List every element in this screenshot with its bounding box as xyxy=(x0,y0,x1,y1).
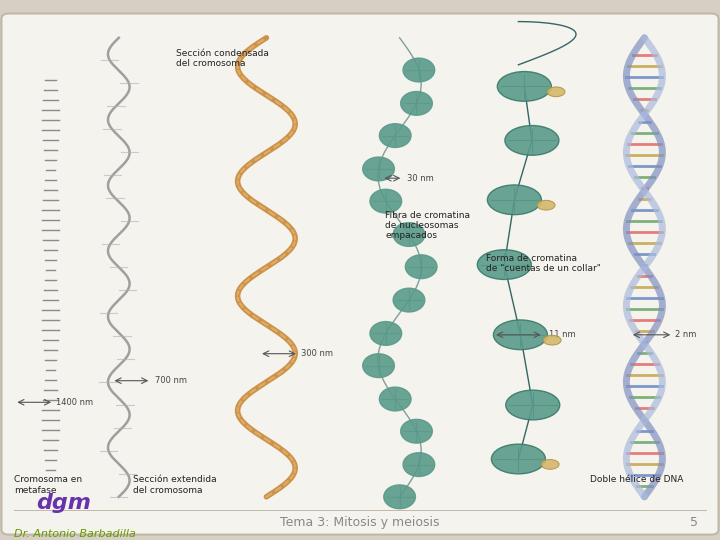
Circle shape xyxy=(370,190,402,213)
Text: Dr. Antonio Barbadilla: Dr. Antonio Barbadilla xyxy=(14,529,136,538)
Circle shape xyxy=(405,255,437,279)
Ellipse shape xyxy=(537,200,555,210)
Text: Doble hélice de DNA: Doble hélice de DNA xyxy=(590,475,684,484)
Circle shape xyxy=(400,420,432,443)
Ellipse shape xyxy=(487,185,541,215)
Ellipse shape xyxy=(547,87,565,97)
Ellipse shape xyxy=(477,249,531,280)
Circle shape xyxy=(363,354,395,377)
Circle shape xyxy=(393,288,425,312)
Circle shape xyxy=(403,453,435,476)
Text: 30 nm: 30 nm xyxy=(407,174,433,183)
Circle shape xyxy=(363,157,395,181)
Text: 11 nm: 11 nm xyxy=(549,330,575,339)
Text: Cromosoma en
metafase: Cromosoma en metafase xyxy=(14,475,83,495)
Circle shape xyxy=(400,91,432,115)
Text: 5: 5 xyxy=(690,516,698,529)
Text: Tema 3: Mitosis y meiosis: Tema 3: Mitosis y meiosis xyxy=(280,516,440,529)
Ellipse shape xyxy=(543,335,561,345)
Text: Fibra de cromatina
de nucleosomas
empacados: Fibra de cromatina de nucleosomas empaca… xyxy=(385,211,470,240)
Text: 700 nm: 700 nm xyxy=(155,376,186,385)
Text: 300 nm: 300 nm xyxy=(301,349,333,358)
Text: Forma de cromatina
de "cuentas de un collar": Forma de cromatina de "cuentas de un col… xyxy=(486,254,601,273)
Ellipse shape xyxy=(493,320,547,350)
Text: Sección extendida
del cromosoma: Sección extendida del cromosoma xyxy=(133,475,217,495)
Text: 2 nm: 2 nm xyxy=(675,330,697,339)
Circle shape xyxy=(403,58,435,82)
Circle shape xyxy=(370,321,402,345)
Ellipse shape xyxy=(541,460,559,469)
Circle shape xyxy=(379,124,411,147)
Ellipse shape xyxy=(491,444,546,474)
Circle shape xyxy=(384,485,415,509)
Circle shape xyxy=(379,387,411,411)
Circle shape xyxy=(393,222,425,246)
Ellipse shape xyxy=(498,71,552,102)
Ellipse shape xyxy=(505,125,559,156)
Text: Sección condensada
del cromosoma: Sección condensada del cromosoma xyxy=(176,49,269,68)
Text: 1400 nm: 1400 nm xyxy=(56,398,94,407)
Ellipse shape xyxy=(505,390,559,420)
Text: dgm: dgm xyxy=(36,493,91,514)
